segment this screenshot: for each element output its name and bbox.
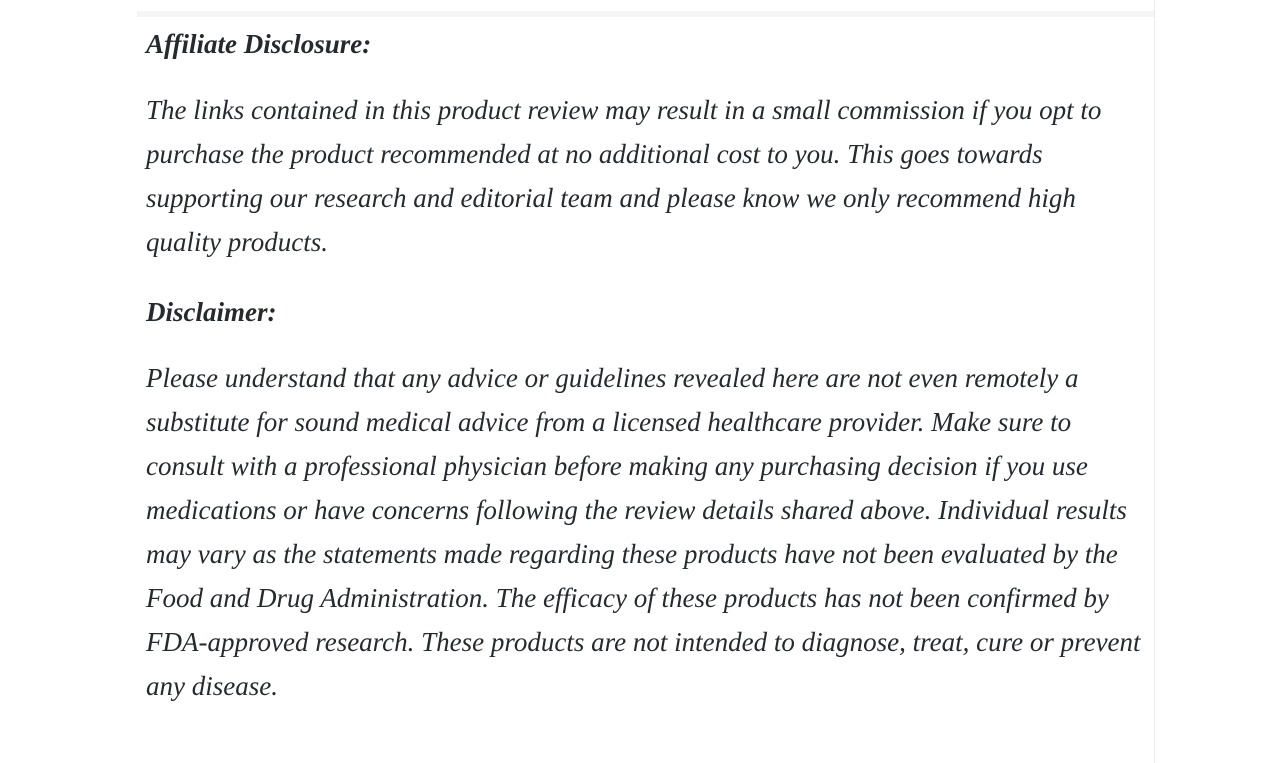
article-disclosure-section: Affiliate Disclosure: The links containe… xyxy=(146,22,1144,734)
affiliate-disclosure-paragraph: The links contained in this product revi… xyxy=(146,95,1102,257)
disclaimer-paragraph: Please understand that any advice or gui… xyxy=(146,363,1141,701)
content-right-border xyxy=(1154,0,1155,763)
disclaimer-heading: Disclaimer: xyxy=(146,297,277,327)
section-divider-strip xyxy=(137,11,1154,17)
affiliate-disclosure-heading: Affiliate Disclosure: xyxy=(146,29,372,59)
